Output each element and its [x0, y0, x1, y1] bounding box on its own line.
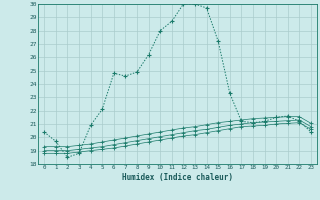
X-axis label: Humidex (Indice chaleur): Humidex (Indice chaleur) — [122, 173, 233, 182]
